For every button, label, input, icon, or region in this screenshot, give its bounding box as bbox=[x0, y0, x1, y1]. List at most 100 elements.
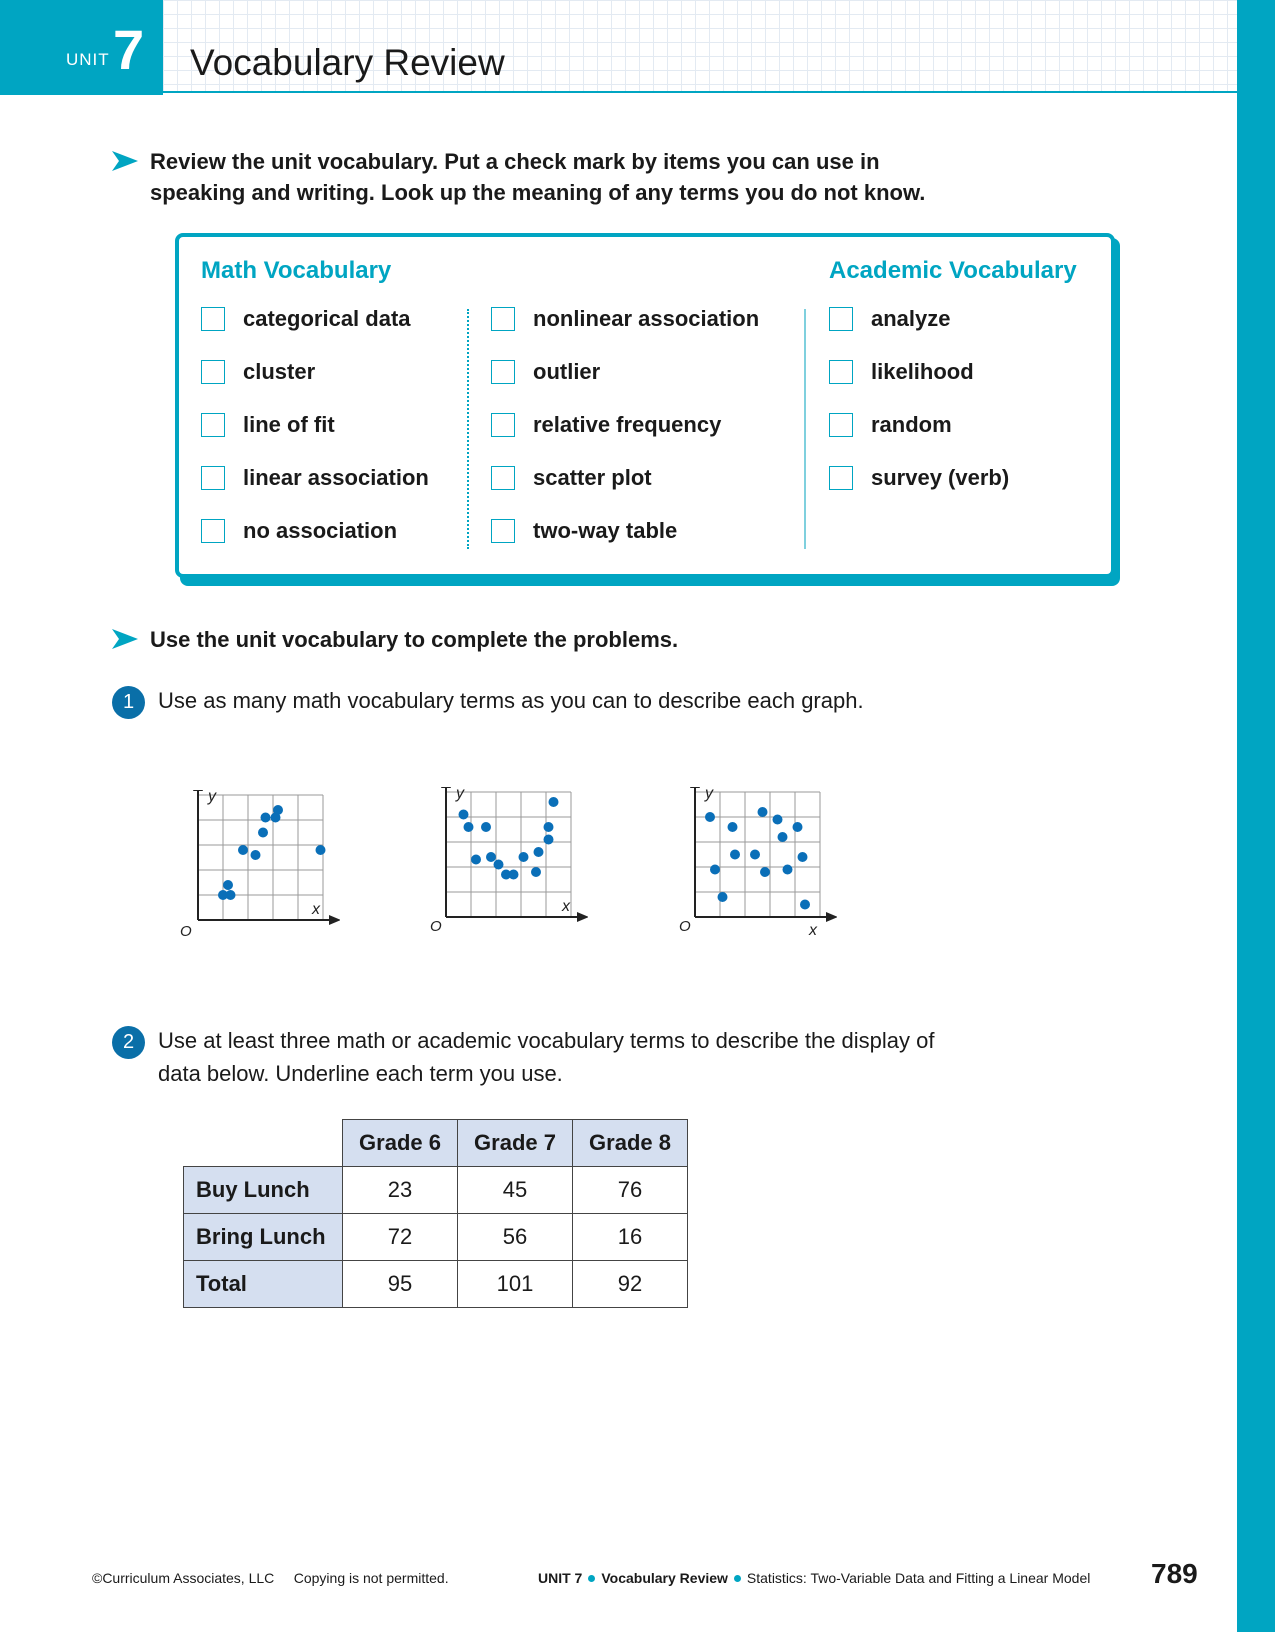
checkbox[interactable] bbox=[201, 413, 225, 437]
data-point bbox=[782, 864, 793, 875]
checkbox[interactable] bbox=[829, 360, 853, 384]
data-point bbox=[218, 890, 228, 900]
checkbox[interactable] bbox=[201, 466, 225, 490]
y-arrow-icon bbox=[441, 787, 451, 788]
checkbox[interactable] bbox=[491, 360, 515, 384]
unit-number: 7 bbox=[113, 18, 145, 81]
checkbox[interactable] bbox=[829, 466, 853, 490]
math-vocab-heading: Math Vocabulary bbox=[201, 257, 392, 284]
data-point bbox=[508, 869, 519, 880]
vocab-term: two-way table bbox=[533, 518, 678, 543]
checkbox[interactable] bbox=[201, 360, 225, 384]
y-axis-label: y bbox=[207, 790, 217, 805]
row-header: Bring Lunch bbox=[183, 1213, 343, 1261]
problem-number: 2 bbox=[112, 1026, 145, 1059]
vocab-term: linear association bbox=[243, 465, 429, 490]
checkbox[interactable] bbox=[201, 307, 225, 331]
checkbox[interactable] bbox=[491, 413, 515, 437]
scatter-graph-2: x y O bbox=[430, 787, 588, 935]
vocab-term: no association bbox=[243, 518, 398, 543]
problem-number: 1 bbox=[112, 686, 145, 719]
problem-2-line-1: Use at least three math or academic voca… bbox=[158, 1028, 935, 1053]
data-point bbox=[225, 890, 236, 900]
scatter-graph-1: x y O bbox=[180, 790, 340, 940]
page-title: Vocabulary Review bbox=[190, 42, 505, 83]
page-number: 789 bbox=[1151, 1558, 1198, 1589]
checkbox[interactable] bbox=[491, 466, 515, 490]
academic-vocab-heading: Academic Vocabulary bbox=[829, 257, 1077, 284]
problem-1: 1 Use as many math vocabulary terms as y… bbox=[112, 684, 864, 719]
unit-badge: UNIT 7 bbox=[0, 0, 163, 95]
right-edge-band bbox=[1237, 0, 1275, 1632]
review-line-1: Review the unit vocabulary. Put a check … bbox=[150, 149, 880, 174]
checkbox[interactable] bbox=[829, 413, 853, 437]
vocab-term: random bbox=[871, 412, 952, 437]
checkbox[interactable] bbox=[829, 307, 853, 331]
data-point bbox=[471, 854, 481, 865]
column-divider-dotted bbox=[467, 309, 469, 549]
vocab-term: nonlinear association bbox=[533, 306, 760, 331]
table-cell: 101 bbox=[457, 1260, 573, 1308]
vocab-term: outlier bbox=[533, 359, 601, 384]
table-cell: 16 bbox=[572, 1213, 688, 1261]
column-divider-solid bbox=[804, 309, 806, 549]
complete-instruction: Use the unit vocabulary to complete the … bbox=[112, 624, 678, 655]
data-point bbox=[757, 807, 768, 817]
column-header: Grade 7 bbox=[457, 1119, 573, 1167]
x-axis-label: x bbox=[808, 922, 818, 937]
data-point bbox=[481, 822, 491, 832]
row-header: Total bbox=[183, 1260, 343, 1308]
data-point bbox=[800, 899, 810, 910]
x-axis-label: x bbox=[311, 901, 321, 918]
footer-section: Vocabulary Review bbox=[601, 1570, 728, 1586]
data-point bbox=[717, 892, 728, 902]
checkbox[interactable] bbox=[491, 307, 515, 331]
data-point bbox=[792, 822, 803, 832]
vocab-term: relative frequency bbox=[533, 412, 722, 437]
y-axis-label: y bbox=[704, 787, 714, 802]
two-way-table: Grade 6 Grade 7 Grade 8 Buy Lunch 23 45 … bbox=[183, 1119, 688, 1308]
data-point bbox=[501, 869, 511, 880]
problem-1-text: Use as many math vocabulary terms as you… bbox=[158, 688, 864, 713]
copyright: ©Curriculum Associates, LLC bbox=[92, 1570, 275, 1586]
footer-unit: UNIT 7 bbox=[538, 1570, 583, 1586]
data-point bbox=[548, 797, 559, 807]
checkbox[interactable] bbox=[491, 519, 515, 543]
footer-topic: Statistics: Two-Variable Data and Fittin… bbox=[746, 1570, 1091, 1586]
origin-label: O bbox=[679, 918, 691, 935]
data-point bbox=[273, 805, 283, 815]
vocab-term: survey (verb) bbox=[871, 465, 1010, 490]
x-axis-label: x bbox=[561, 898, 571, 915]
column-header: Grade 8 bbox=[572, 1119, 688, 1167]
data-point bbox=[463, 822, 474, 832]
data-point bbox=[760, 867, 770, 877]
bullet-icon bbox=[733, 1574, 741, 1582]
y-axis-label: y bbox=[455, 787, 465, 802]
data-point bbox=[493, 859, 504, 870]
data-point bbox=[727, 822, 738, 832]
review-instruction: Review the unit vocabulary. Put a check … bbox=[112, 146, 925, 208]
table-row: Total 95 101 92 bbox=[183, 1260, 688, 1308]
x-arrow-icon bbox=[826, 912, 837, 922]
data-point bbox=[797, 852, 808, 862]
data-point bbox=[533, 847, 544, 857]
empty-corner bbox=[184, 1120, 343, 1167]
scatter-graph-3: x y O bbox=[679, 787, 837, 937]
unit-label: UNIT bbox=[66, 50, 110, 69]
table-header-row: Grade 6 Grade 7 Grade 8 bbox=[184, 1119, 688, 1167]
problem-2-line-2: data below. Underline each term you use. bbox=[158, 1061, 563, 1086]
table-cell: 72 bbox=[342, 1213, 458, 1261]
data-point bbox=[705, 812, 715, 822]
vocab-term: cluster bbox=[243, 359, 316, 384]
copy-notice: Copying is not permitted. bbox=[293, 1570, 449, 1586]
bullet-icon bbox=[588, 1574, 596, 1582]
data-point bbox=[710, 864, 720, 875]
column-header: Grade 6 bbox=[342, 1119, 458, 1167]
vocab-term: line of fit bbox=[243, 412, 335, 437]
data-point bbox=[260, 812, 271, 823]
data-point bbox=[258, 827, 268, 838]
y-arrow-icon bbox=[690, 787, 700, 788]
table-cell: 95 bbox=[342, 1260, 458, 1308]
table-cell: 23 bbox=[342, 1166, 458, 1214]
checkbox[interactable] bbox=[201, 519, 225, 543]
